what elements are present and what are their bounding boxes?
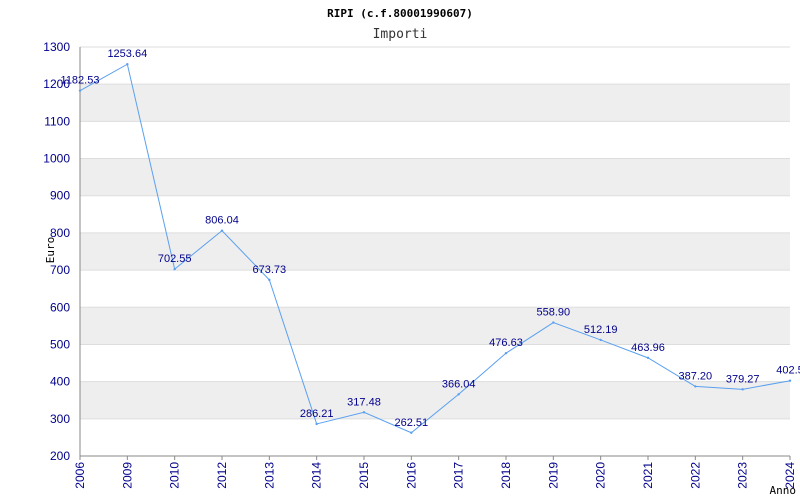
data-point	[126, 63, 129, 66]
data-point	[552, 321, 555, 324]
grid-band	[80, 344, 790, 382]
data-point	[741, 388, 744, 391]
data-label: 702.55	[158, 253, 192, 265]
grid-band	[80, 307, 790, 345]
y-tick-label: 1300	[43, 40, 70, 54]
x-tick-label: 2018	[499, 462, 513, 489]
x-axis-ticks: 2006 2009 2010 2012 2013 2014 2015 2016 2017 2018…	[73, 456, 797, 489]
data-point	[410, 431, 413, 434]
x-tick-label: 2021	[641, 462, 655, 489]
series-group	[78, 63, 792, 434]
x-tick-label: 2010	[168, 462, 182, 489]
data-label: 286.21	[300, 408, 334, 420]
x-tick-label: 2014	[310, 462, 324, 489]
x-tick-label: 2016	[404, 462, 418, 489]
x-axis-label: Anno	[770, 484, 797, 497]
data-label: 379.27	[726, 373, 760, 385]
y-tick-label: 500	[50, 337, 70, 351]
y-axis-ticks: 200 300 400 500 600 700 800 900 1000 1100 1200 1300	[43, 40, 70, 463]
grid-band	[80, 381, 790, 419]
chart-title: RIPI (c.f.80001990607)	[327, 7, 473, 20]
data-point	[173, 267, 176, 271]
grid-band	[80, 232, 790, 271]
y-tick-label: 300	[50, 412, 70, 426]
data-label: 1182.53	[61, 75, 100, 87]
y-axis-label: Euro	[44, 237, 57, 264]
data-label: 476.63	[489, 337, 523, 349]
data-point	[362, 411, 366, 414]
grid-bands	[80, 46, 790, 457]
x-tick-label: 2019	[546, 462, 560, 489]
x-tick-label: 2009	[120, 462, 134, 489]
series-line	[79, 63, 791, 434]
grid-band	[80, 121, 790, 159]
grid-band	[80, 158, 790, 196]
y-tick-label: 400	[50, 375, 70, 389]
y-tick-label: 800	[50, 226, 70, 240]
chart-subtitle: Importi	[373, 27, 428, 42]
data-point	[646, 356, 650, 360]
data-point	[788, 379, 792, 382]
x-tick-label: 2013	[262, 462, 276, 489]
axes	[79, 47, 790, 457]
y-tick-label: 900	[50, 189, 70, 203]
data-label: 512.19	[584, 324, 618, 336]
data-label: 402.5	[776, 365, 800, 377]
y-tick-label: 600	[50, 300, 70, 314]
data-point	[504, 351, 508, 355]
data-label: 463.96	[631, 342, 665, 354]
y-tick-label: 1000	[43, 152, 70, 166]
data-label: 366.04	[442, 378, 476, 390]
data-label: 806.04	[205, 215, 239, 227]
grid-band	[80, 418, 790, 456]
data-label: 317.48	[347, 396, 381, 408]
data-point	[220, 229, 224, 232]
data-point	[315, 422, 318, 426]
x-tick-label: 2022	[688, 462, 702, 489]
data-label: 673.73	[253, 264, 287, 276]
data-label: 262.51	[395, 417, 429, 429]
data-point	[694, 385, 697, 388]
x-tick-label: 2006	[73, 462, 87, 489]
grid-band	[80, 84, 790, 122]
y-tick-label: 200	[50, 449, 70, 463]
grid-band	[80, 47, 790, 85]
x-tick-label: 2012	[215, 462, 229, 489]
x-tick-label: 2020	[594, 462, 608, 489]
y-tick-label: 700	[50, 263, 70, 277]
data-point	[457, 393, 460, 396]
data-label: 387.20	[679, 370, 713, 382]
x-tick-label: 2015	[357, 462, 371, 489]
grid-band	[80, 270, 790, 308]
x-tick-label: 2024	[783, 462, 797, 489]
data-point	[268, 278, 271, 282]
x-tick-label: 2023	[736, 462, 750, 489]
data-label: 1253.64	[107, 48, 147, 60]
y-tick-label: 1200	[43, 77, 70, 91]
grid-band	[80, 195, 790, 233]
data-labels: 1182.53 1253.64 702.55 806.04 673.73 286.21 31…	[61, 48, 800, 429]
y-tick-label: 1100	[44, 114, 70, 128]
data-point	[599, 338, 602, 342]
x-tick-label: 2017	[452, 462, 466, 489]
data-point	[78, 89, 82, 92]
data-label: 558.90	[537, 307, 571, 319]
